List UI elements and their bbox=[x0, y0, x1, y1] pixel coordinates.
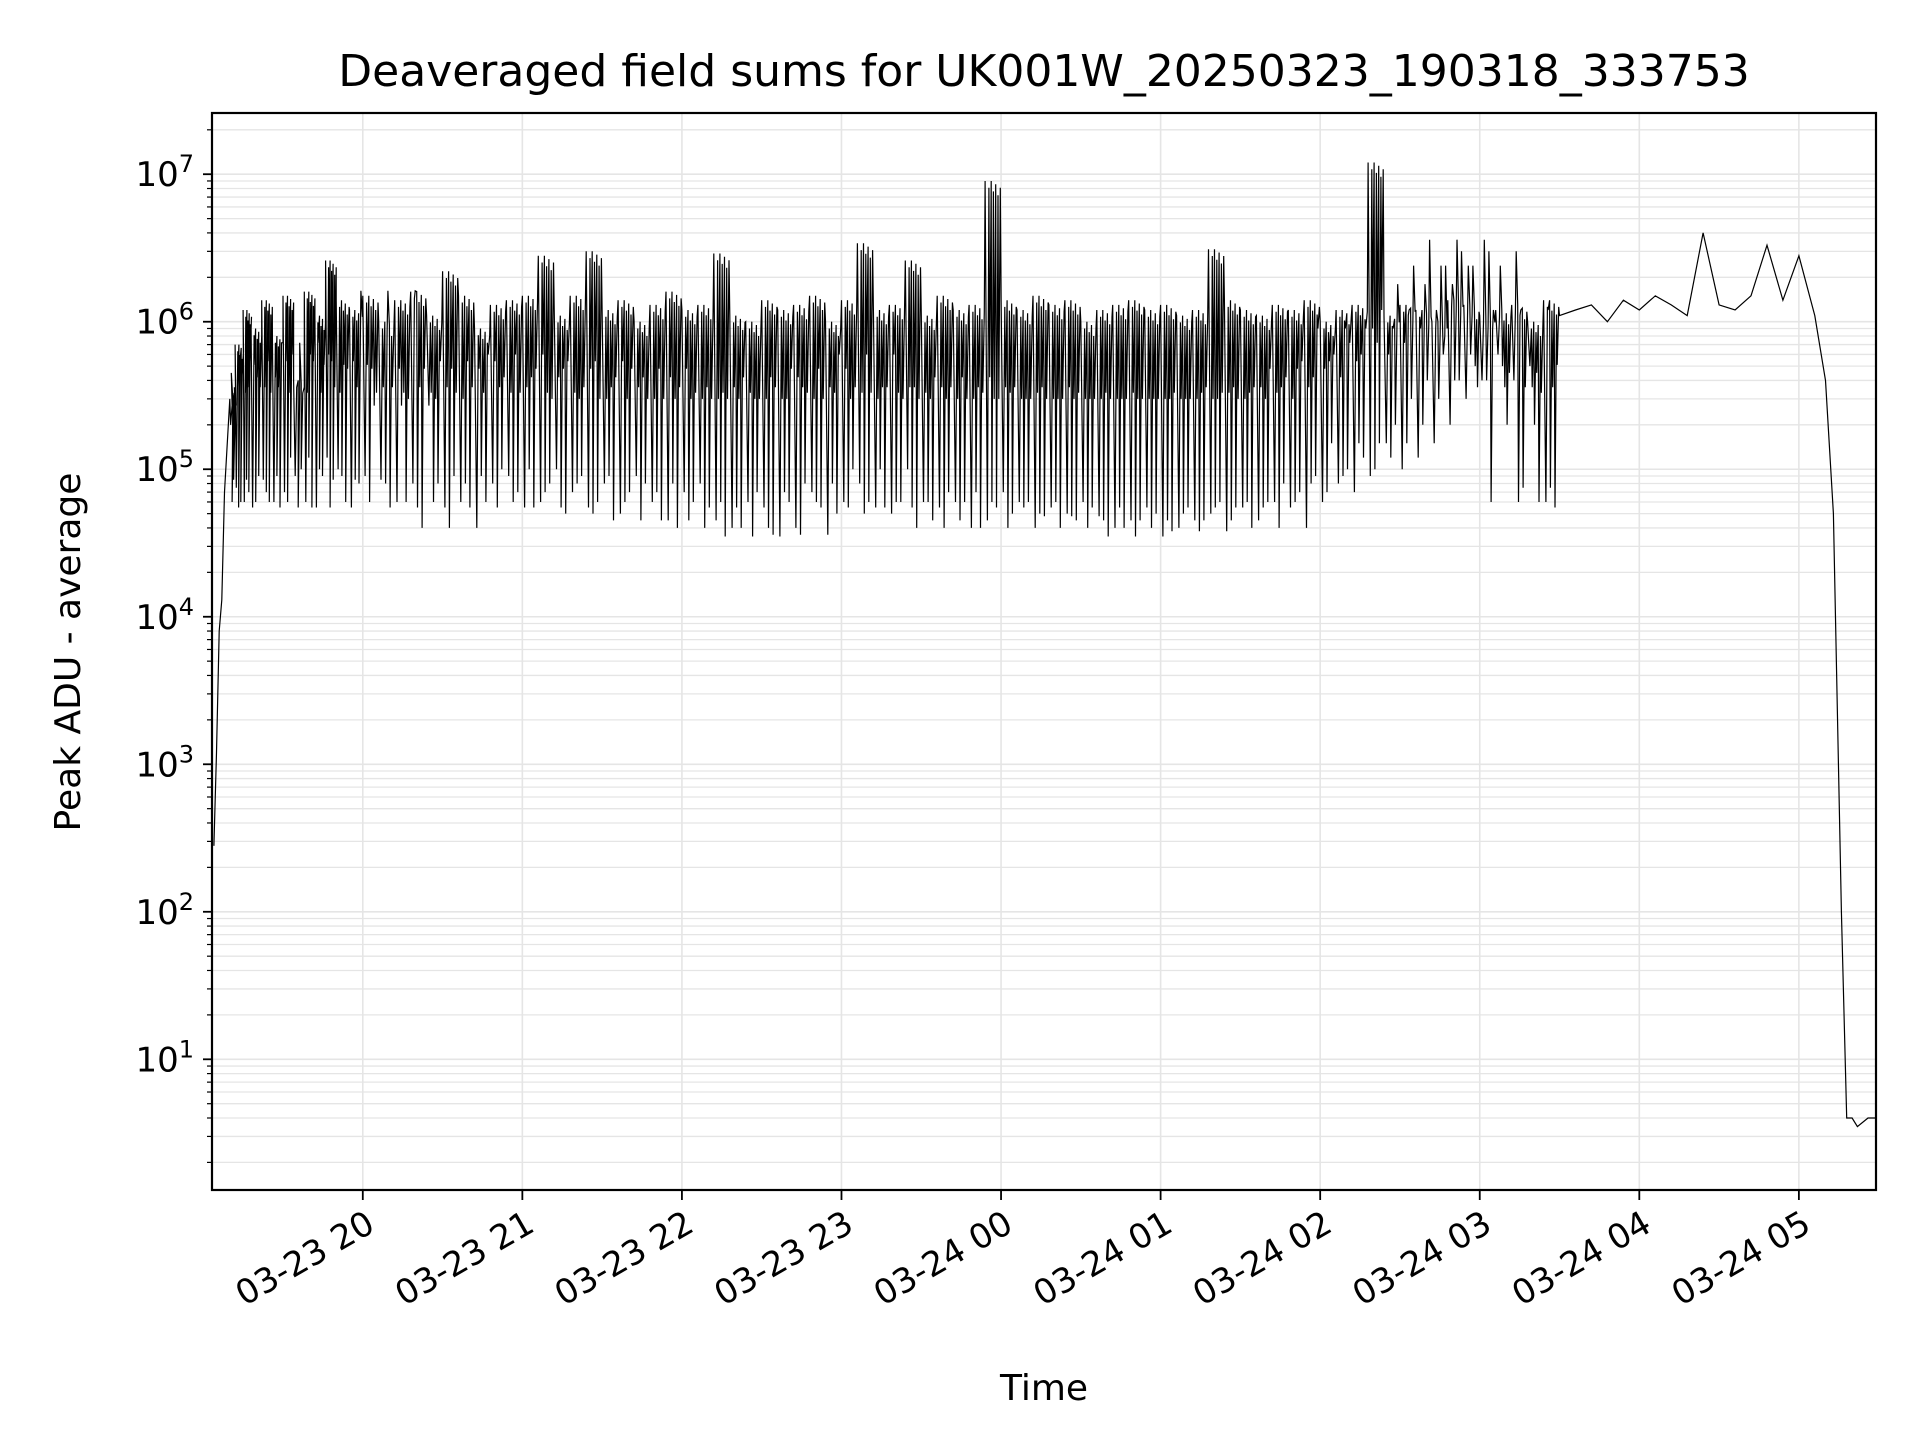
y-tick-label: 104 bbox=[135, 593, 194, 638]
y-tick-label: 103 bbox=[135, 740, 194, 785]
series-line bbox=[213, 162, 1876, 1128]
chart-title: Deaveraged field sums for UK001W_2025032… bbox=[338, 46, 1749, 97]
y-tick-label: 105 bbox=[135, 445, 194, 490]
plot-frame bbox=[210, 111, 1878, 1192]
data-series bbox=[213, 162, 1876, 1128]
grid bbox=[212, 113, 1876, 1190]
y-tick-label: 106 bbox=[135, 298, 194, 343]
y-tick-label: 101 bbox=[135, 1035, 194, 1080]
y-tick-label: 107 bbox=[135, 150, 194, 195]
x-axis-label: Time bbox=[999, 1368, 1088, 1409]
y-axis-label: Peak ADU - average bbox=[48, 473, 89, 832]
y-tick-labels: 101 102 103 104 105 106 107 bbox=[135, 150, 194, 1080]
y-tick-label: 102 bbox=[135, 888, 194, 933]
axis-ticks bbox=[203, 129, 1800, 1200]
